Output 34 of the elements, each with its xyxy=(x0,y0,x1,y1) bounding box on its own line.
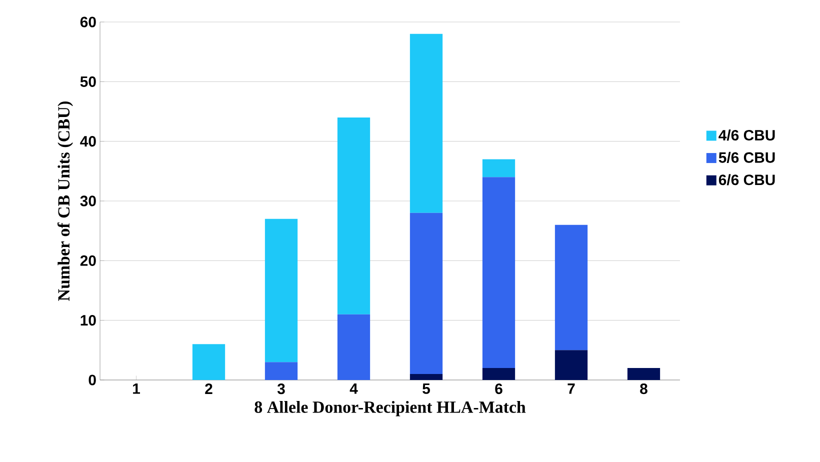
bar xyxy=(410,34,443,213)
y-tick-label: 30 xyxy=(80,196,96,206)
bar xyxy=(264,218,298,362)
x-tick-label: 3 xyxy=(277,384,285,394)
legend-label: 5/6 CBU xyxy=(718,152,775,163)
x-tick-label: 8 xyxy=(640,384,648,394)
bar xyxy=(264,362,298,380)
bar xyxy=(192,344,226,380)
bar xyxy=(627,368,660,380)
y-tick-label: 50 xyxy=(80,76,96,87)
y-tick-label: 40 xyxy=(80,136,96,147)
bar xyxy=(482,368,516,380)
legend-label: 6/6 CBU xyxy=(718,174,775,186)
legend-label: 4/6 CBU xyxy=(718,130,775,141)
y-tick-label: 20 xyxy=(80,255,96,266)
bar xyxy=(482,177,516,368)
bar xyxy=(410,374,443,380)
y-tick-label: 10 xyxy=(80,315,96,326)
bar xyxy=(554,350,588,380)
x-tick-label: 7 xyxy=(568,384,575,394)
y-tick-label: 0 xyxy=(88,374,96,386)
x-tick-label: 2 xyxy=(205,384,212,394)
bar xyxy=(337,314,370,380)
x-tick-label: 1 xyxy=(133,384,140,394)
bar xyxy=(410,212,443,374)
y-tick-label: 60 xyxy=(80,16,96,28)
x-tick-label: 6 xyxy=(495,384,502,394)
bar xyxy=(337,117,370,314)
x-tick-label: 5 xyxy=(422,384,430,394)
y-axis-title: Number of CB Units (CBU) xyxy=(58,102,74,301)
bar xyxy=(482,159,516,178)
x-axis-title: 8 Allele Donor-Recipient HLA-Match xyxy=(254,400,526,416)
bar xyxy=(554,224,588,350)
x-tick-label: 4 xyxy=(350,384,358,394)
